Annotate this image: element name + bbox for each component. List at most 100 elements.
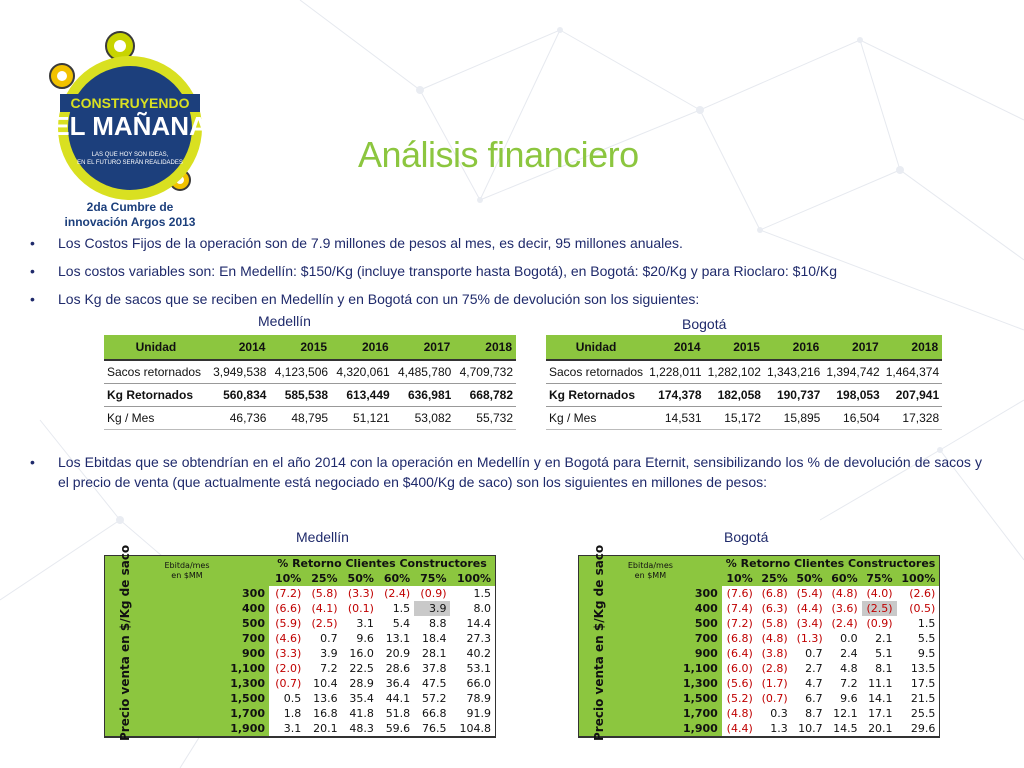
table-cell: 7.2 [320, 662, 338, 675]
table-cell: 9.6 [356, 632, 374, 645]
percent-header: 75% [861, 571, 897, 586]
price-cell: 1,500 [679, 691, 722, 706]
table-cell: 0.7 [805, 647, 823, 660]
table-cell: 57.2 [421, 692, 447, 705]
table-cell: 182,058 [704, 383, 764, 407]
price-cell: 1,100 [679, 661, 722, 676]
table-cell: (1.3) [796, 632, 823, 645]
table-cell: 8.0 [473, 602, 492, 615]
table-cell: 1,464,374 [882, 359, 943, 384]
table-cell: 4,123,506 [269, 359, 332, 384]
table-row: 900 (6.4) (3.8) 0.7 2.4 5.1 9.5 [579, 646, 940, 661]
table-cell: (3.3) [275, 647, 302, 660]
column-header-year: 2014 [207, 335, 270, 360]
medellin-kg-table: Unidad 2014 2015 2016 2017 2018 Sacos retornad… [104, 335, 516, 430]
table-cell: (4.8) [726, 707, 753, 720]
table-cell: (5.2) [726, 692, 753, 705]
price-cell: 1,500 [205, 691, 269, 706]
table-cell: (5.4) [796, 587, 823, 600]
table-cell: (4.4) [726, 722, 753, 735]
table-cell: 13.5 [910, 662, 936, 675]
table-cell: (3.8) [761, 647, 788, 660]
table-cell: 3.9 [414, 601, 451, 616]
table-cell: 0.7 [320, 632, 338, 645]
table-cell: 1.5 [392, 602, 411, 615]
table-cell: 7.2 [840, 677, 858, 690]
svg-text:EN EL FUTURO SERÁN REALIDADES: EN EL FUTURO SERÁN REALIDADES [77, 159, 183, 166]
table-cell: 35.4 [349, 692, 374, 705]
table-cell: 16,504 [823, 406, 883, 430]
table-cell: 1.8 [283, 707, 302, 720]
svg-text:2da Cumbre de: 2da Cumbre de [87, 200, 174, 214]
return-header: % Retorno Clientes Constructores [721, 555, 940, 571]
table-cell: 4.8 [840, 662, 858, 675]
table-cell: 51,121 [331, 406, 393, 430]
table-cell: (3.4) [796, 617, 823, 630]
column-header-year: 2018 [454, 335, 516, 360]
gear-icon [105, 31, 135, 61]
table-cell: (5.6) [726, 677, 753, 690]
table-cell: 2.1 [875, 632, 893, 645]
table-row: 900 (3.3) 3.9 16.0 20.9 28.1 40.2 [105, 646, 496, 661]
table-cell: (5.8) [761, 617, 788, 630]
svg-text:LAS QUE HOY SON IDEAS,: LAS QUE HOY SON IDEAS, [92, 152, 169, 158]
price-cell: 400 [679, 601, 722, 616]
table-cell: 16.8 [313, 707, 338, 720]
table-cell: (2.4) [384, 587, 411, 600]
table-cell: 0.5 [283, 692, 302, 705]
table-cell: 8.7 [805, 707, 823, 720]
table-cell: 55,732 [454, 406, 516, 430]
price-cell: 1,700 [205, 706, 269, 721]
table-cell: 8.8 [428, 617, 447, 630]
bullet-item-ebitda: Los Ebitdas que se obtendrían en el año … [30, 452, 982, 492]
table-cell: 21.5 [910, 692, 936, 705]
table-cell: 51.8 [385, 707, 411, 720]
row-label: Kg Retornados [546, 383, 647, 407]
percent-header: 50% [791, 571, 827, 586]
table-cell: 3.1 [283, 722, 302, 735]
table-cell: 78.9 [466, 692, 492, 705]
price-axis-label-text: Precio venta en $/Kg de saco [118, 544, 132, 741]
table-cell: (2.5) [861, 601, 897, 616]
price-axis-label: Precio venta en $/Kg de saco [578, 545, 679, 741]
table-cell: 20.9 [385, 647, 411, 660]
table-cell: 3.9 [320, 647, 338, 660]
price-cell: 500 [679, 616, 722, 631]
table-cell: 10.4 [313, 677, 338, 690]
table-cell: 20.1 [313, 722, 338, 735]
table-cell: 1,228,011 [646, 359, 705, 384]
table-cell: (6.0) [726, 662, 753, 675]
table-cell: (4.6) [275, 632, 302, 645]
table-cell: (0.1) [347, 602, 374, 615]
table-cell: 198,053 [823, 383, 883, 407]
table-row: 1,500 (5.2) (0.7) 6.7 9.6 14.1 21.5 [579, 691, 940, 706]
table-row: Sacos retornados 1,228,011 1,282,102 1,343,… [546, 359, 943, 384]
table-cell: (0.9) [420, 587, 447, 600]
price-cell: 1,300 [679, 676, 722, 691]
table-row: Kg Retornados 174,378 182,058 190,737 198,05… [546, 383, 943, 407]
table-row: 1,700 (4.8) 0.3 8.7 12.1 17.1 25.5 [579, 706, 940, 721]
price-cell: 1,900 [679, 721, 722, 737]
table-cell: 46,736 [207, 406, 270, 430]
table-cell: 22.5 [349, 662, 374, 675]
construyendo-el-manana-logo: CONSTRUYENDO EL MAÑANA LAS QUE HOY SON I… [49, 31, 208, 229]
table-cell: 91.9 [466, 707, 492, 720]
table-cell: 2.7 [805, 662, 823, 675]
corner-label-line: en $MM [171, 571, 203, 580]
table-cell: 11.1 [868, 677, 893, 690]
corner-label-line: Ebitda/mes [164, 561, 210, 570]
table-cell: (5.8) [311, 587, 338, 600]
svg-text:innovación Argos 2013: innovación Argos 2013 [65, 215, 196, 229]
table-cell: (7.2) [275, 587, 302, 600]
row-label: Sacos retornados [104, 359, 208, 384]
page-title: Análisis financiero [358, 134, 639, 175]
table-cell: 1,394,742 [823, 359, 883, 384]
table-cell: (6.3) [761, 602, 788, 615]
table-cell: 636,981 [392, 383, 455, 407]
medellin-ebitda-title: Medellín [296, 529, 349, 545]
bogota-ebitda-title: Bogotá [724, 529, 769, 545]
corner-label: Ebitda/mes en $MM [104, 555, 269, 586]
price-cell: 500 [205, 616, 269, 631]
column-header-year: 2018 [882, 335, 943, 360]
bogota-kg-title: Bogotá [682, 316, 727, 332]
